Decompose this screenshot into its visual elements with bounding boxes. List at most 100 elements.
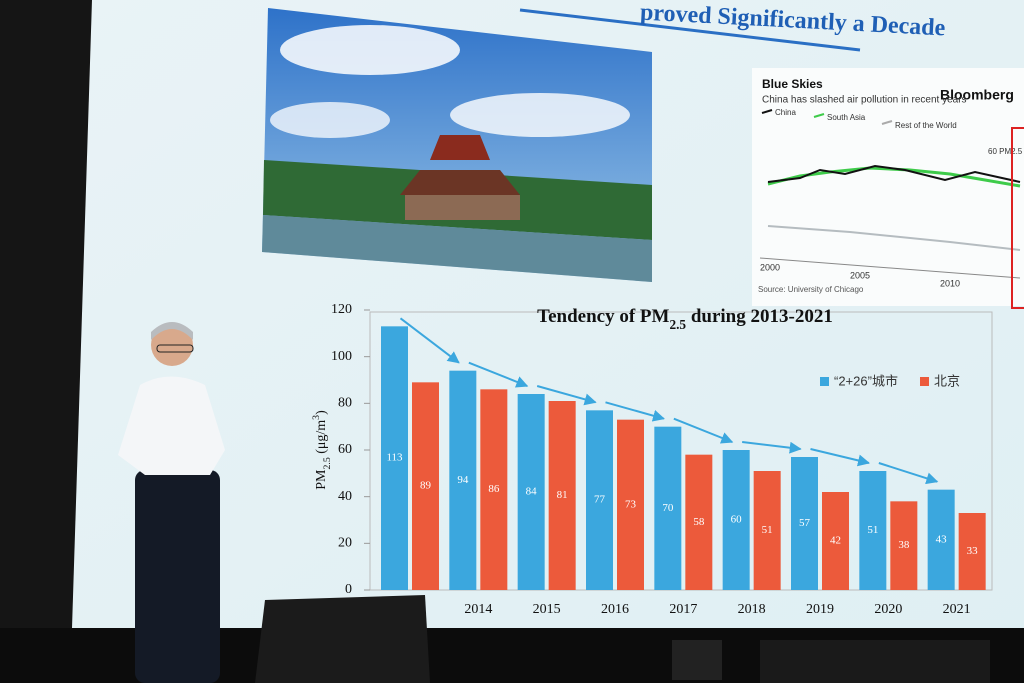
value-label: 81	[557, 489, 568, 501]
bar	[890, 501, 918, 590]
bar	[548, 401, 576, 590]
title-part: Tendency of PM	[537, 306, 669, 327]
value-label: 94	[457, 474, 469, 486]
bar	[753, 471, 781, 590]
value-label: 38	[898, 539, 910, 551]
value-label: 113	[386, 452, 403, 464]
value-label: 77	[594, 494, 606, 506]
glasses	[156, 344, 194, 353]
inset-tick: 2000	[760, 262, 780, 272]
cloud	[270, 102, 390, 138]
bar	[617, 419, 644, 590]
bar	[822, 492, 849, 590]
bar	[654, 426, 682, 590]
inset-brand: Bloomberg	[940, 87, 1014, 103]
chart-title: Tendency of PM2.5 during 2013-2021	[537, 306, 833, 331]
legend-swatch	[820, 377, 829, 386]
bar	[791, 457, 818, 590]
y-axis-label: PM2.5 (μg/m3)	[311, 410, 333, 490]
hair	[151, 322, 193, 340]
legend-label: “2+26”城市	[834, 373, 898, 388]
x-tick-label: 2016	[601, 602, 629, 617]
value-label: 57	[799, 517, 811, 529]
value-label: 51	[867, 524, 878, 536]
trousers	[135, 470, 220, 683]
y-tick-label: 20	[338, 536, 352, 551]
inset-subtitle: China has slashed air pollution in recen…	[762, 95, 967, 106]
legend-label: 北京	[934, 373, 960, 388]
value-label: 58	[693, 516, 705, 528]
inset-source: Source: University of Chicago	[758, 285, 864, 294]
y-tick-label: 0	[345, 582, 352, 597]
inset-annotation: 60 PM2.5	[988, 147, 1023, 156]
bar	[685, 454, 713, 590]
x-tick-label: 2018	[738, 602, 766, 617]
bar	[927, 489, 955, 590]
y_label-part: PM	[314, 469, 329, 490]
bar	[722, 450, 750, 590]
value-label: 42	[830, 535, 841, 547]
legend-swatch	[813, 113, 825, 118]
y_label-part: )	[314, 410, 329, 415]
x-tick-label: 2017	[669, 602, 697, 617]
inset-chart: Blue Skies Bloomberg China has slashed a…	[752, 68, 1024, 309]
value-label: 43	[936, 533, 948, 545]
title-part: during 2013-2021	[686, 306, 833, 327]
inset-legend: Rest of the World	[895, 121, 957, 130]
y_label-part: 2.5	[322, 457, 333, 469]
y_label-part: (μg/m	[314, 420, 329, 458]
trend-arrow	[742, 441, 802, 454]
monitor	[760, 640, 990, 683]
y-tick-label: 120	[331, 302, 352, 317]
y-tick-label: 40	[338, 489, 352, 504]
trend-arrow	[673, 417, 734, 444]
trend-arrow	[536, 385, 597, 406]
highlight-box	[1011, 127, 1024, 309]
trend-arrow	[605, 401, 665, 422]
legend-swatch	[881, 120, 893, 125]
trend-arrow	[468, 361, 529, 388]
inset-axis	[759, 257, 1021, 279]
bar	[412, 382, 439, 590]
speaker-box	[255, 595, 430, 683]
tower-roof	[400, 170, 520, 195]
legend-swatch	[920, 377, 929, 386]
inset-tick: 2005	[850, 270, 870, 280]
tower-base	[405, 195, 520, 220]
x-tick-label: 2021	[943, 602, 971, 617]
title-part: 2.5	[669, 317, 686, 332]
value-label: 33	[967, 545, 979, 557]
value-label: 70	[662, 502, 674, 514]
chart: 0204060801001202013113892014948620158481…	[331, 302, 986, 617]
value-label: 86	[488, 483, 500, 495]
y-tick-label: 80	[338, 396, 352, 411]
y_label-part: 3	[311, 415, 322, 420]
x-tick-label: 2020	[874, 602, 902, 617]
inset-title: Blue Skies	[762, 77, 823, 91]
tower-top	[430, 135, 490, 160]
inset-panel	[752, 68, 1024, 306]
bar	[449, 370, 477, 590]
presenter	[118, 322, 225, 683]
bar	[480, 389, 508, 590]
inset-line	[767, 225, 1021, 251]
trend-arrow	[810, 448, 871, 467]
cloud	[280, 25, 460, 75]
trend-arrow	[399, 317, 460, 364]
value-label: 73	[625, 498, 637, 510]
bar	[958, 513, 986, 590]
bar	[586, 410, 613, 590]
x-tick-label: 2015	[533, 602, 561, 617]
photo	[262, 8, 652, 282]
y-tick-label: 100	[331, 349, 352, 364]
x-tick-label: 2019	[806, 602, 834, 617]
bar	[381, 326, 408, 590]
title-rule	[519, 8, 861, 52]
inset-line	[767, 164, 1021, 183]
value-label: 51	[762, 524, 773, 536]
trend-arrow	[878, 462, 939, 485]
shirt	[118, 376, 225, 475]
inset-tick: 2010	[940, 278, 960, 288]
